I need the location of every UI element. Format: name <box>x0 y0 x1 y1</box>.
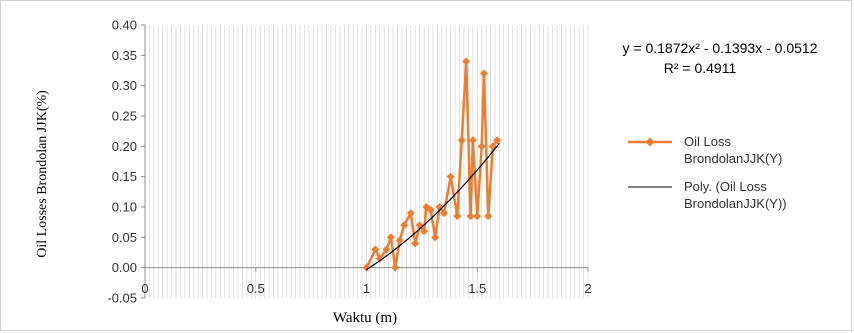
y-tick-label: 0.10 <box>112 200 137 215</box>
y-tick-label: -0.05 <box>107 291 137 306</box>
x-tick-label: 2 <box>584 281 591 296</box>
data-point-marker <box>440 209 449 218</box>
y-tick-label: 0.35 <box>112 48 137 63</box>
data-point-marker <box>493 136 502 145</box>
data-point-marker <box>453 212 462 221</box>
data-point-marker <box>479 69 488 78</box>
y-tick-label: 0.00 <box>112 260 137 275</box>
x-axis-title: Waktu (m) <box>333 310 397 326</box>
y-tick-label: 0.20 <box>112 139 137 154</box>
data-point-marker <box>375 254 384 263</box>
data-point-marker <box>446 172 455 181</box>
data-point-marker <box>468 136 477 145</box>
legend-item-oil-loss: Oil Loss BrondolanJJK(Y) <box>628 134 782 166</box>
legend-swatch-oil-loss-marker <box>645 137 655 147</box>
data-point-marker <box>426 206 435 215</box>
x-tick-label: 1 <box>363 281 370 296</box>
data-point-marker <box>371 245 380 254</box>
data-point-marker <box>400 221 409 230</box>
grid-layer <box>144 25 589 298</box>
r-squared-label: R² = 0.4911 <box>664 60 737 76</box>
legend-label-poly-line2: BrondolanJJK(Y)) <box>684 196 787 211</box>
axes-layer: -0.05 0.00 0.05 0.10 0.15 0.20 0.25 0.30 0.35 0.4… <box>107 18 591 306</box>
data-point-marker <box>386 233 395 242</box>
series-layer <box>362 57 502 272</box>
data-point-marker <box>420 227 429 236</box>
data-point-marker <box>411 239 420 248</box>
y-tick-label: 0.05 <box>112 230 137 245</box>
legend-label-oil-loss-line2: BrondolanJJK(Y) <box>684 151 782 166</box>
y-tick-label: 0.40 <box>112 18 137 33</box>
data-point-marker <box>484 212 493 221</box>
data-point-marker <box>466 212 475 221</box>
legend: Oil Loss BrondolanJJK(Y) Poly. (Oil Loss… <box>628 134 787 211</box>
legend-item-poly-trendline: Poly. (Oil Loss BrondolanJJK(Y)) <box>628 179 787 211</box>
legend-label-oil-loss-line1: Oil Loss <box>684 134 731 149</box>
data-point-marker <box>457 136 466 145</box>
data-point-marker <box>382 245 391 254</box>
y-axis-title: Oil Losses Brondolan JJK(%) <box>35 90 50 258</box>
x-tick-label: 1.5 <box>468 281 486 296</box>
trendline-equation: y = 0.1872x² - 0.1393x - 0.0512 <box>623 40 818 56</box>
x-tick-label: 0 <box>141 281 148 296</box>
data-point-marker <box>362 263 371 272</box>
data-point-marker <box>431 233 440 242</box>
legend-label-poly-line1: Poly. (Oil Loss <box>684 179 767 194</box>
series-poly-trendline <box>366 142 500 271</box>
data-point-marker <box>395 236 404 245</box>
data-point-marker <box>406 209 415 218</box>
y-tick-label: 0.30 <box>112 78 137 93</box>
data-point-marker <box>391 263 400 272</box>
y-tick-label: 0.15 <box>112 169 137 184</box>
data-point-marker <box>477 142 486 151</box>
y-tick-label: 0.25 <box>112 109 137 124</box>
data-point-marker <box>462 57 471 66</box>
x-tick-label: 0.5 <box>247 281 265 296</box>
data-point-marker <box>473 212 482 221</box>
